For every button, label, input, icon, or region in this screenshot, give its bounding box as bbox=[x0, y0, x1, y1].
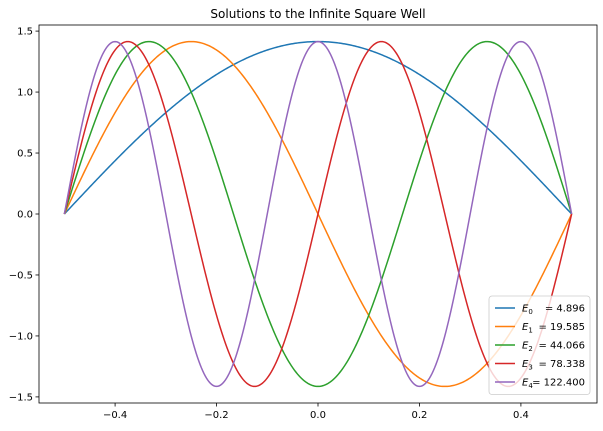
series-line-2 bbox=[63, 40, 573, 388]
x-axis: −0.4 −0.2 0.0 0.2 0.4 bbox=[103, 403, 529, 421]
legend: E0 = 4.896 E1 = 19.585 E2 = 44.066 E3 = 78.338 E… bbox=[488, 295, 591, 395]
series-line-3 bbox=[63, 40, 573, 388]
y-tick-label: 0.0 bbox=[17, 210, 33, 221]
legend-label-2: E2 = 44.066 bbox=[522, 341, 585, 354]
x-tick-label: 0.0 bbox=[310, 410, 326, 421]
y-tick-label: 1.0 bbox=[17, 88, 33, 99]
x-tick-label: −0.2 bbox=[204, 410, 228, 421]
series-line-4 bbox=[63, 40, 573, 388]
series-line-0 bbox=[63, 40, 573, 215]
legend-label-3: E3 = 78.338 bbox=[522, 359, 585, 372]
series-layer bbox=[63, 40, 573, 388]
chart-title: Solutions to the Infinite Square Well bbox=[210, 7, 425, 21]
x-tick-label: −0.4 bbox=[103, 410, 127, 421]
y-tick-label: 0.5 bbox=[17, 149, 33, 160]
y-tick-label: −0.5 bbox=[9, 270, 33, 281]
legend-box bbox=[488, 295, 591, 395]
legend-label-1: E1 = 19.585 bbox=[522, 322, 585, 335]
y-tick-label: −1.5 bbox=[9, 392, 33, 403]
legend-label-0: E0 = 4.896 bbox=[522, 304, 585, 317]
legend-label-4: E4= 122.400 bbox=[522, 378, 585, 391]
x-tick-label: 0.4 bbox=[513, 410, 529, 421]
x-tick-label: 0.2 bbox=[412, 410, 428, 421]
y-tick-label: 1.5 bbox=[17, 27, 33, 38]
y-axis: 1.5 1.0 0.5 0.0 −0.5 −1.0 −1.5 bbox=[9, 27, 39, 403]
y-tick-label: −1.0 bbox=[9, 331, 33, 342]
